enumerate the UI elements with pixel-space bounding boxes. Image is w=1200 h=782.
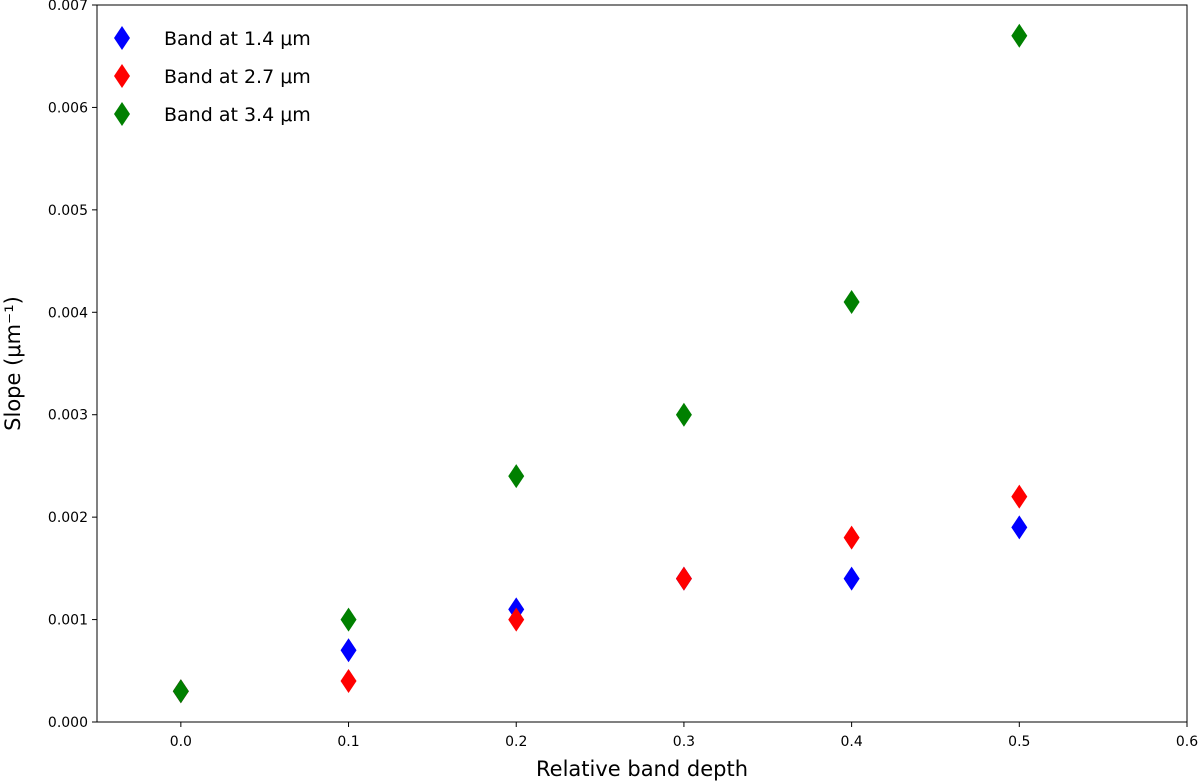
data-point-series-2: [508, 607, 525, 632]
y-tick-label: 0.004: [48, 305, 88, 321]
y-tick-label: 0.006: [48, 100, 88, 116]
y-tick-label: 0.007: [48, 0, 88, 14]
axis-ticks: 0.0 0.1 0.2 0.3 0.4 0.5 0.6 0.000 0.001 0.002 0.00…: [48, 0, 1198, 750]
legend-label: Band at 2.7 μm: [164, 66, 311, 88]
legend-label: Band at 3.4 μm: [164, 104, 311, 126]
data-point-series-1: [843, 566, 860, 591]
data-point-series-2: [340, 669, 357, 694]
data-point-series-3: [843, 290, 860, 315]
legend-marker: [114, 26, 130, 50]
x-axis-label: Relative band depth: [536, 757, 748, 781]
data-point-series-2: [675, 566, 692, 591]
legend-marker: [114, 102, 130, 126]
data-point-series-3: [508, 464, 525, 489]
data-point-series-1: [1011, 515, 1028, 540]
data-point-series-3: [675, 402, 692, 427]
data-points: [172, 23, 1028, 704]
data-point-series-1: [340, 638, 357, 663]
legend-marker: [114, 64, 130, 88]
data-point-series-3: [1011, 23, 1028, 48]
y-tick-label: 0.001: [48, 613, 88, 629]
legend-label: Band at 1.4 μm: [164, 28, 311, 50]
data-point-series-3: [172, 679, 189, 704]
data-point-series-2: [843, 525, 860, 550]
y-tick-label: 0.003: [48, 408, 88, 424]
x-tick-label: 0.5: [1008, 734, 1030, 750]
plot-area-frame: [96, 4, 1188, 723]
data-point-series-3: [340, 607, 357, 632]
y-axis-label: Slope (μm⁻¹): [1, 296, 25, 431]
x-tick-label: 0.3: [673, 734, 695, 750]
y-tick-label: 0.005: [48, 203, 88, 219]
x-tick-label: 0.6: [1176, 734, 1198, 750]
x-tick-label: 0.4: [840, 734, 862, 750]
data-point-series-2: [1011, 484, 1028, 509]
y-tick-label: 0.000: [48, 715, 88, 731]
legend: Band at 1.4 μm Band at 2.7 μm Band at 3.4 …: [114, 26, 311, 126]
x-tick-label: 0.0: [170, 734, 192, 750]
x-tick-label: 0.1: [337, 734, 359, 750]
y-tick-label: 0.002: [48, 510, 88, 526]
x-tick-label: 0.2: [505, 734, 527, 750]
